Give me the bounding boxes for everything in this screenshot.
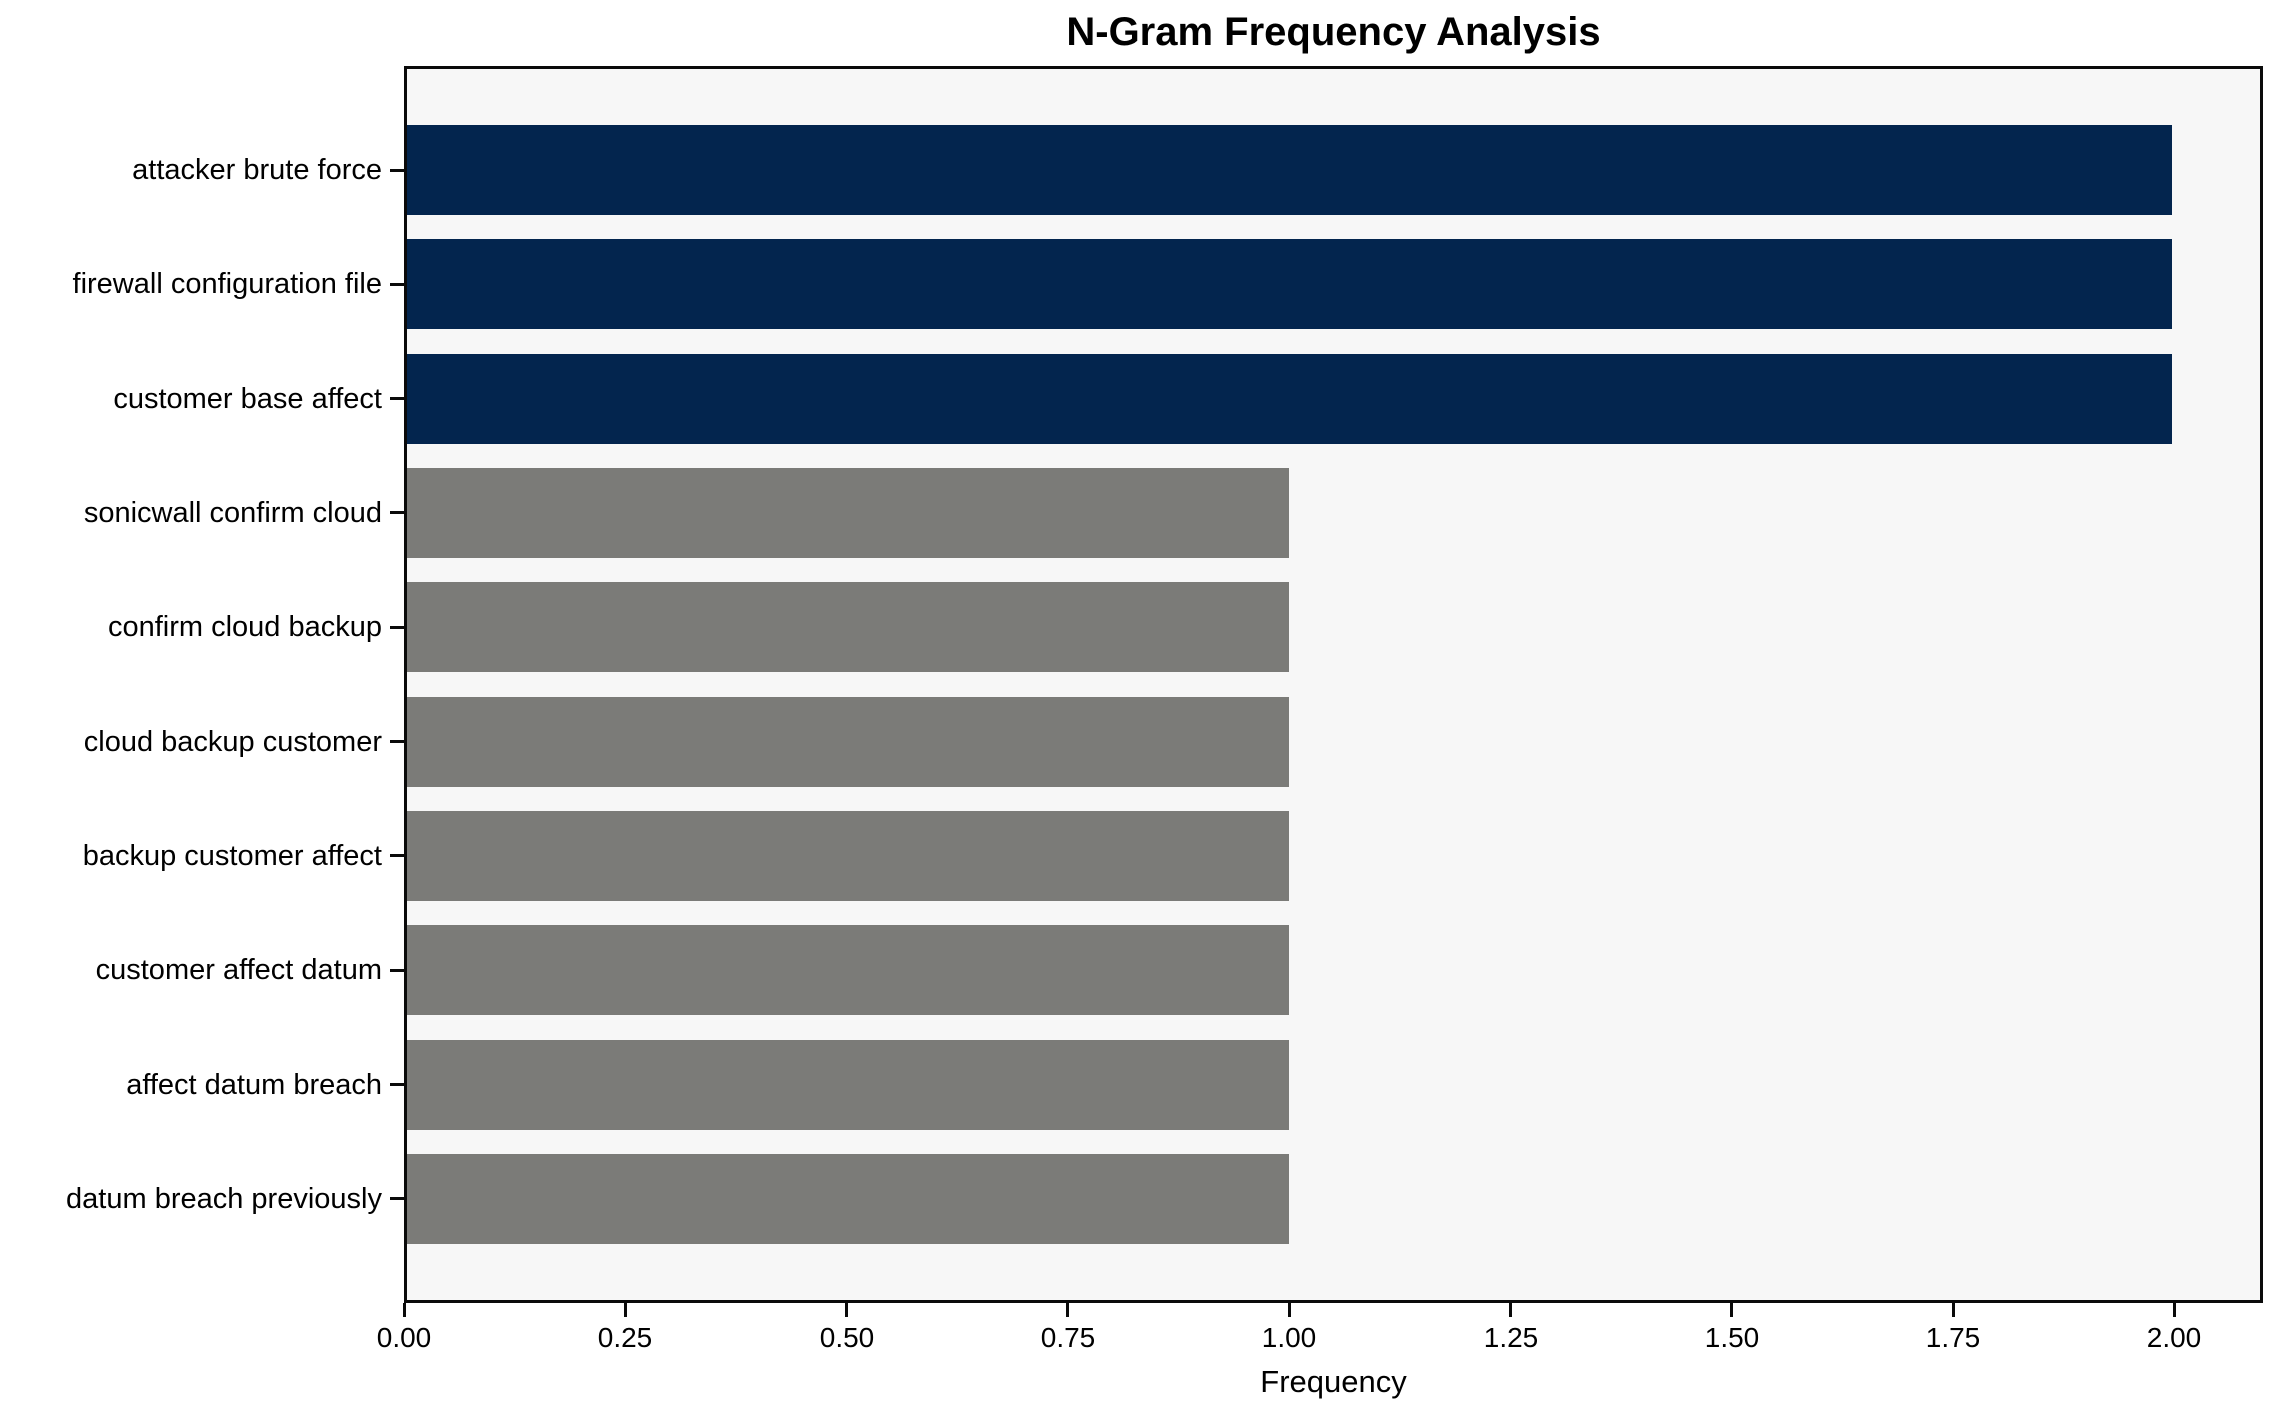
- y-tick-mark: [390, 969, 404, 972]
- bar: [407, 125, 2172, 215]
- bar: [407, 354, 2172, 444]
- y-tick-label: affect datum breach: [126, 1069, 382, 1101]
- y-tick-label: firewall configuration file: [72, 268, 382, 300]
- y-tick-label: customer affect datum: [95, 954, 382, 986]
- x-tick-mark: [1288, 1303, 1291, 1317]
- y-tick-mark: [390, 283, 404, 286]
- x-tick-label: 1.25: [1483, 1322, 1539, 1353]
- x-tick-mark: [1066, 1303, 1069, 1317]
- bar: [407, 697, 1290, 787]
- y-tick-label: confirm cloud backup: [107, 611, 382, 643]
- y-tick-mark: [390, 169, 404, 172]
- y-tick-label: customer base affect: [113, 383, 382, 415]
- x-tick-label: 1.50: [1704, 1322, 1760, 1353]
- x-tick-label: 1.75: [1925, 1322, 1981, 1353]
- bar: [407, 925, 1290, 1015]
- y-tick-label: sonicwall confirm cloud: [83, 497, 382, 529]
- x-tick-label: 1.00: [1261, 1322, 1317, 1353]
- chart-title: N-Gram Frequency Analysis: [1066, 10, 1601, 54]
- x-tick-label: 0.50: [819, 1322, 875, 1353]
- y-tick-mark: [390, 511, 404, 514]
- bar: [407, 1040, 1290, 1130]
- x-tick-label: 0.00: [376, 1322, 432, 1353]
- y-tick-mark: [390, 854, 404, 857]
- plot-area: [404, 66, 2263, 1303]
- y-tick-label: datum breach previously: [66, 1183, 382, 1215]
- x-tick-mark: [845, 1303, 848, 1317]
- x-tick-mark: [403, 1303, 406, 1317]
- x-tick-mark: [1952, 1303, 1955, 1317]
- y-tick-mark: [390, 626, 404, 629]
- y-tick-label: backup customer affect: [82, 840, 382, 872]
- bar: [407, 1154, 1290, 1244]
- x-tick-mark: [624, 1303, 627, 1317]
- bar: [407, 582, 1290, 672]
- bar: [407, 468, 1290, 558]
- y-tick-mark: [390, 740, 404, 743]
- y-tick-label: attacker brute force: [132, 154, 382, 186]
- x-tick-label: 2.00: [2146, 1322, 2202, 1353]
- bar: [407, 239, 2172, 329]
- x-tick-mark: [1509, 1303, 1512, 1317]
- y-tick-mark: [390, 1083, 404, 1086]
- x-axis-label: Frequency: [1260, 1364, 1407, 1399]
- x-tick-mark: [1730, 1303, 1733, 1317]
- bar: [407, 811, 1290, 901]
- x-tick-label: 0.75: [1040, 1322, 1096, 1353]
- x-tick-mark: [2173, 1303, 2176, 1317]
- y-tick-label: cloud backup customer: [83, 726, 382, 758]
- y-tick-mark: [390, 397, 404, 400]
- x-tick-label: 0.25: [597, 1322, 653, 1353]
- y-tick-mark: [390, 1197, 404, 1200]
